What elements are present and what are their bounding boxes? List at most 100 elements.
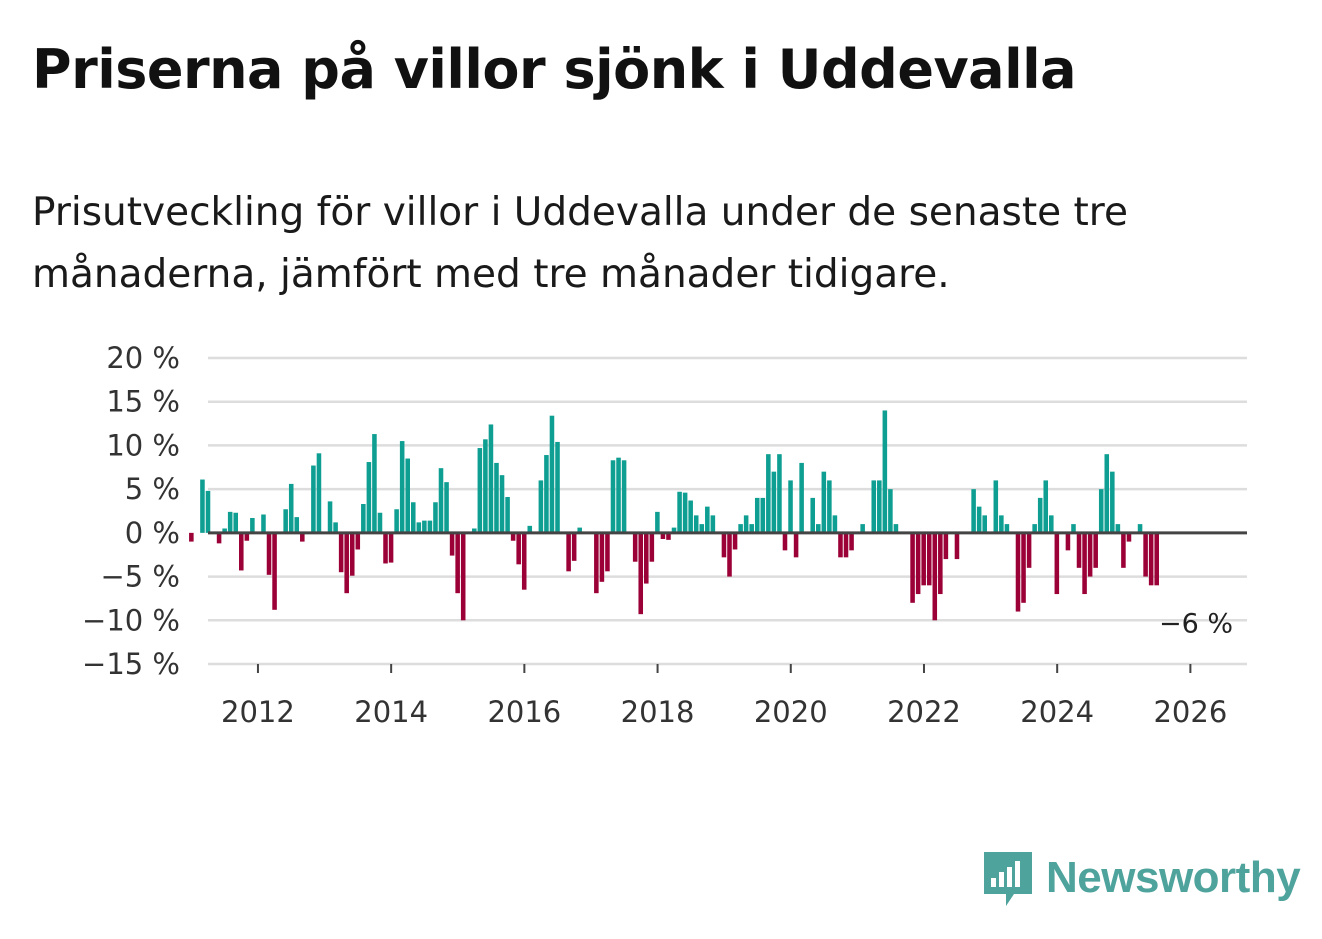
bar xyxy=(1054,532,1060,595)
bar xyxy=(682,492,688,533)
bar xyxy=(1137,524,1143,533)
bar xyxy=(1065,532,1071,551)
x-tick-label: 2016 xyxy=(487,695,561,729)
bar xyxy=(266,532,272,575)
bar xyxy=(921,532,926,586)
bar xyxy=(288,483,294,533)
bar xyxy=(405,458,410,533)
bar xyxy=(361,504,366,533)
bar xyxy=(1143,532,1148,577)
bar xyxy=(793,532,799,558)
bar xyxy=(327,501,333,533)
bar xyxy=(499,475,505,533)
bar xyxy=(521,532,527,590)
bar xyxy=(976,506,982,533)
bar xyxy=(871,480,877,533)
y-tick-label: 10 % xyxy=(106,428,180,462)
bar xyxy=(849,532,854,551)
bar xyxy=(311,465,316,533)
bar xyxy=(555,441,560,533)
bar xyxy=(954,532,960,560)
bar xyxy=(843,532,849,558)
brand-name: Newsworthy xyxy=(1046,853,1301,902)
y-tick-label: 5 % xyxy=(125,472,180,506)
bar xyxy=(399,441,405,533)
bar xyxy=(1082,532,1087,595)
bar xyxy=(1021,532,1026,603)
x-tick-label: 2014 xyxy=(354,695,428,729)
bar xyxy=(510,532,516,541)
bar xyxy=(1148,532,1154,586)
bar xyxy=(189,532,194,542)
x-tick-label: 2024 xyxy=(1020,695,1094,729)
bar xyxy=(571,532,577,561)
bar xyxy=(366,462,372,533)
y-tick-label: −10 % xyxy=(82,603,180,637)
bar xyxy=(333,522,338,533)
x-tick-label: 2012 xyxy=(221,695,295,729)
bar xyxy=(1093,532,1098,568)
bar xyxy=(810,497,815,533)
bar xyxy=(699,524,705,533)
bar xyxy=(777,454,782,533)
bar xyxy=(838,532,843,558)
gridlines xyxy=(208,356,1247,666)
bar xyxy=(882,410,888,533)
bar xyxy=(782,532,788,551)
bar xyxy=(516,532,521,565)
newsworthy-logo: Newsworthy xyxy=(980,848,1301,908)
bar xyxy=(982,515,987,533)
bar xyxy=(455,532,460,594)
bar xyxy=(727,532,732,577)
x-tick-label: 2018 xyxy=(621,695,695,729)
bar xyxy=(338,532,344,573)
bar xyxy=(577,527,582,533)
bar xyxy=(888,489,893,533)
bar xyxy=(799,462,804,533)
y-tick-label: 0 % xyxy=(125,516,180,550)
bar xyxy=(721,532,727,558)
bar xyxy=(732,532,738,550)
bar xyxy=(283,509,288,533)
bar xyxy=(760,497,766,533)
chart-subtitle: Prisutveckling för villor i Uddevalla un… xyxy=(32,190,1128,297)
bar xyxy=(638,532,644,615)
bar xyxy=(1154,532,1159,586)
bar xyxy=(616,457,621,533)
bar xyxy=(649,532,655,562)
bar xyxy=(250,517,255,533)
bar xyxy=(233,512,239,533)
bar xyxy=(1026,532,1032,568)
bar xyxy=(910,532,915,603)
bar xyxy=(205,490,211,533)
bar xyxy=(410,502,416,533)
y-tick-label: 20 % xyxy=(106,341,180,375)
chart-title: Priserna på villor sjönk i Uddevalla xyxy=(32,38,1077,101)
bar xyxy=(632,532,638,562)
bar xyxy=(200,479,205,533)
bar xyxy=(705,506,710,533)
bar xyxy=(926,532,932,586)
bar xyxy=(688,500,693,533)
bar xyxy=(621,460,627,533)
bar xyxy=(999,515,1004,533)
bar xyxy=(394,509,399,533)
bar xyxy=(355,532,361,550)
bar xyxy=(1115,524,1121,533)
bar xyxy=(316,453,322,533)
bar xyxy=(294,517,300,533)
bar xyxy=(1049,515,1054,533)
bar xyxy=(460,532,466,621)
bar xyxy=(239,532,244,571)
bar xyxy=(488,424,494,533)
bar xyxy=(971,489,976,533)
bar xyxy=(433,502,438,533)
last-value-label: −6 % xyxy=(1159,608,1233,639)
bar xyxy=(821,471,827,533)
bar xyxy=(594,532,599,594)
bar xyxy=(771,471,777,533)
bar xyxy=(477,448,483,533)
bar xyxy=(344,532,349,594)
x-tick-label: 2026 xyxy=(1153,695,1227,729)
bar xyxy=(1121,532,1126,568)
